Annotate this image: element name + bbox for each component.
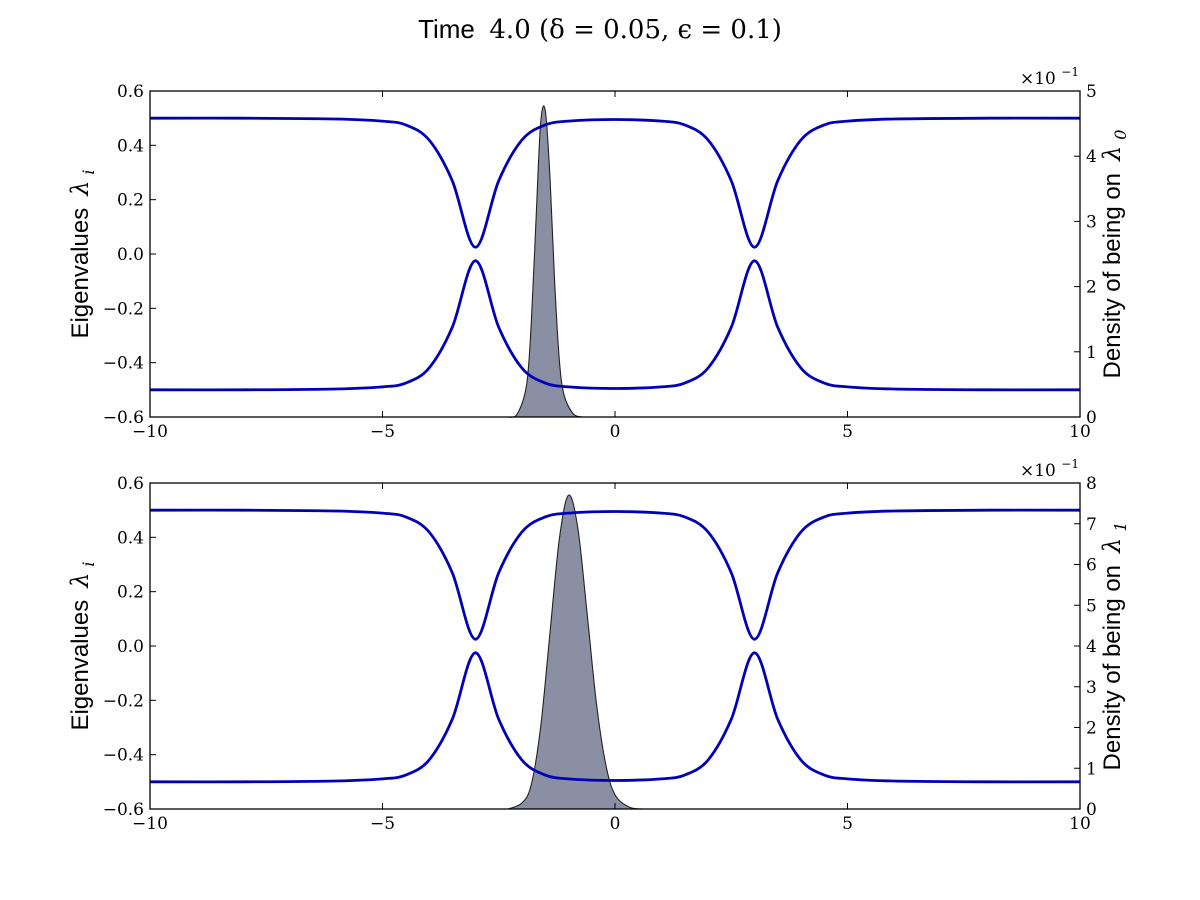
top-left-y-tick-label: −0.2 [103,299,144,319]
top-x-tick-label: −5 [370,422,395,442]
top-left-ylabel-text: Eigenvalues [67,208,94,339]
bottom-x-tick-label: −10 [132,814,168,834]
bottom-left-ylabel: Eigenvalues λ i [66,561,98,730]
top-eigenvalue-curves [149,116,1081,392]
top-right-y-tick-label: 4 [1086,147,1097,167]
bottom-left-ylabel-text: Eigenvalues [67,600,94,731]
bottom-left-ylabel-lambda: λ [66,573,94,589]
top-density-fill [507,105,583,418]
top-panel: −10 −5 0 5 10−0.6−0.4−0.20.00.20.40.6012345 … [66,65,1130,442]
bottom-exponent-base: ×10 [1020,461,1056,481]
top-exponent-base: ×10 [1020,69,1056,89]
bottom-left-y-tick-label: 0.4 [117,528,144,548]
bottom-panel: −10 −5 0 5 10 −0.6 −0.4 −0.2 0.0 0.2 0.4 0.6 0 1 2 3 4 5 6… [66,457,1130,834]
top-right-y-tick-label: 3 [1086,212,1097,232]
top-lower-eigenvalue-line [149,259,1081,392]
top-left-y-tick-label: 0.2 [117,191,144,211]
bottom-right-y-tick-label: 4 [1086,637,1097,657]
top-left-ylabel: Eigenvalues λ i [66,169,98,338]
bottom-right-ylabel-lambda: λ [1098,538,1126,554]
bottom-right-y-tick-label: 7 [1086,515,1097,535]
bottom-right-y-tick-label: 1 [1086,759,1097,779]
bottom-right-y-tick-label: 8 [1086,474,1097,494]
top-right-ylabel-sub: 0 [1111,130,1130,140]
bottom-x-tick-label: 0 [610,814,621,834]
bottom-right-ylabel: Density of being on λ 1 [1098,522,1130,771]
top-exponent-label: ×10 −1 [1020,65,1079,89]
bottom-right-ylabel-sub: 1 [1111,522,1130,532]
top-right-ylabel: Density of being on λ 0 [1098,130,1130,379]
figure-title: Time 4.0 (δ = 0.05, ϵ = 0.1) [418,14,782,45]
bottom-exponent-label: ×10 −1 [1020,457,1079,481]
bottom-ticks: −10 −5 0 5 10 −0.6 −0.4 −0.2 0.0 0.2 0.4 0.6 0 1 2 3 4 5 6… [103,474,1097,834]
bottom-x-tick-label: 5 [842,814,853,834]
top-left-ylabel-lambda: λ [66,181,94,197]
top-right-y-tick-label: 5 [1086,82,1097,102]
bottom-left-ylabel-sub: i [79,561,98,566]
bottom-right-y-tick-label: 6 [1086,556,1097,576]
top-density-layer [507,105,583,418]
bottom-right-y-tick-label: 5 [1086,596,1097,616]
top-right-ylabel-text: Density of being on [1099,173,1126,378]
bottom-right-ylabel-text: Density of being on [1099,565,1126,770]
top-left-y-tick-label: 0.6 [117,82,144,102]
bottom-eigenvalue-curves [149,508,1081,784]
bottom-x-tick-label: −5 [370,814,395,834]
title-math: 4.0 (δ = 0.05, ϵ = 0.1) [489,15,782,45]
bottom-left-y-tick-label: −0.2 [103,691,144,711]
top-right-y-tick-label: 2 [1086,278,1097,298]
top-left-ylabel-sub: i [79,169,98,174]
top-exponent-power: −1 [1061,65,1079,79]
bottom-lower-eigenvalue-line [149,651,1081,784]
top-right-ylabel-lambda: λ [1098,146,1126,162]
top-left-y-tick-label: 0.4 [117,136,144,156]
bottom-left-y-tick-label: −0.4 [103,746,144,766]
top-x-tick-label: 5 [842,422,853,442]
bottom-left-y-tick-label: 0.2 [117,583,144,603]
top-left-y-tick-label: −0.6 [103,408,144,428]
top-left-y-tick-label: −0.4 [103,354,144,374]
top-x-tick-label: 0 [610,422,621,442]
bottom-upper-eigenvalue-line [149,508,1081,641]
bottom-right-y-tick-label: 3 [1086,678,1097,698]
bottom-right-y-tick-label: 2 [1086,719,1097,739]
bottom-right-y-tick-label: 0 [1086,800,1097,820]
bottom-density-layer [507,494,643,810]
top-upper-eigenvalue-line [149,116,1081,249]
bottom-exponent-power: −1 [1061,457,1079,471]
bottom-density-fill [507,494,643,810]
top-ticks: −10 −5 0 5 10 −0.6 −0.4 −0.2 0.0 0.2 0.4 0.6 0 1 2 3 4 5 [103,82,1097,442]
title-prefix: Time [418,14,475,44]
top-x-tick-label: 10 [1069,422,1091,442]
bottom-left-y-tick-label: −0.6 [103,800,144,820]
bottom-left-y-tick-label: 0.0 [117,637,144,657]
bottom-x-tick-label: 10 [1069,814,1091,834]
top-right-y-tick-label: 1 [1086,343,1097,363]
top-left-y-tick-label: 0.0 [117,245,144,265]
bottom-left-y-tick-label: 0.6 [117,474,144,494]
top-right-y-tick-label: 0 [1086,408,1097,428]
top-x-tick-label: −10 [132,422,168,442]
